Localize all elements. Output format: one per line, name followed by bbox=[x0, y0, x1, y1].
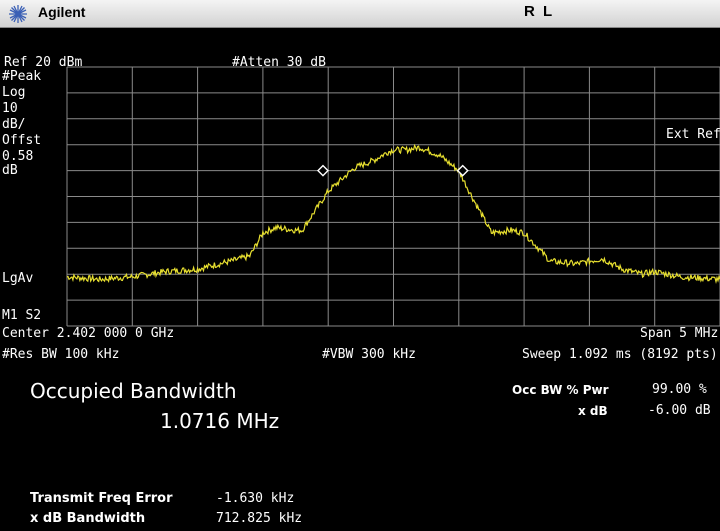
offset-value: 0.58 bbox=[2, 150, 33, 164]
xdb-value: -6.00 dB bbox=[648, 404, 711, 418]
occ-bw-pwr-label: Occ BW % Pwr bbox=[512, 383, 609, 397]
video-bandwidth: #VBW 300 kHz bbox=[322, 348, 416, 362]
xdb-bandwidth-value: 712.825 kHz bbox=[216, 512, 302, 526]
offset-unit: dB bbox=[2, 164, 18, 178]
xdb-label: x dB bbox=[578, 404, 608, 418]
occ-bw-pwr-value: 99.00 % bbox=[652, 383, 707, 397]
sweep-time: Sweep 1.092 ms (8192 pts) bbox=[522, 348, 718, 362]
attenuation: #Atten 30 dB bbox=[232, 56, 326, 70]
center-frequency: Center 2.402 000 0 GHz bbox=[2, 327, 174, 341]
freq-error-value: -1.630 kHz bbox=[216, 492, 294, 506]
ref-level: Ref 20 dBm bbox=[4, 56, 82, 70]
resolution-bandwidth: #Res BW 100 kHz bbox=[2, 348, 119, 362]
scale-type: Log bbox=[2, 86, 25, 100]
measurement-title: Occupied Bandwidth bbox=[30, 380, 237, 402]
averaging-label: LgAv bbox=[2, 272, 33, 286]
xdb-bandwidth-label: x dB Bandwidth bbox=[30, 512, 145, 526]
marker-mode: M1 S2 bbox=[2, 309, 41, 323]
freq-error-label: Transmit Freq Error bbox=[30, 492, 173, 506]
graticule bbox=[67, 67, 720, 326]
scale-unit: dB/ bbox=[2, 118, 25, 132]
offset-label: Offst bbox=[2, 134, 41, 148]
ext-ref-indicator: Ext Ref bbox=[666, 128, 720, 142]
detector-label: #Peak bbox=[2, 70, 41, 84]
scale-value: 10 bbox=[2, 102, 18, 116]
marker-diamond-icon bbox=[318, 166, 328, 176]
span: Span 5 MHz bbox=[640, 327, 718, 341]
occupied-bandwidth-value: 1.0716 MHz bbox=[160, 410, 279, 432]
